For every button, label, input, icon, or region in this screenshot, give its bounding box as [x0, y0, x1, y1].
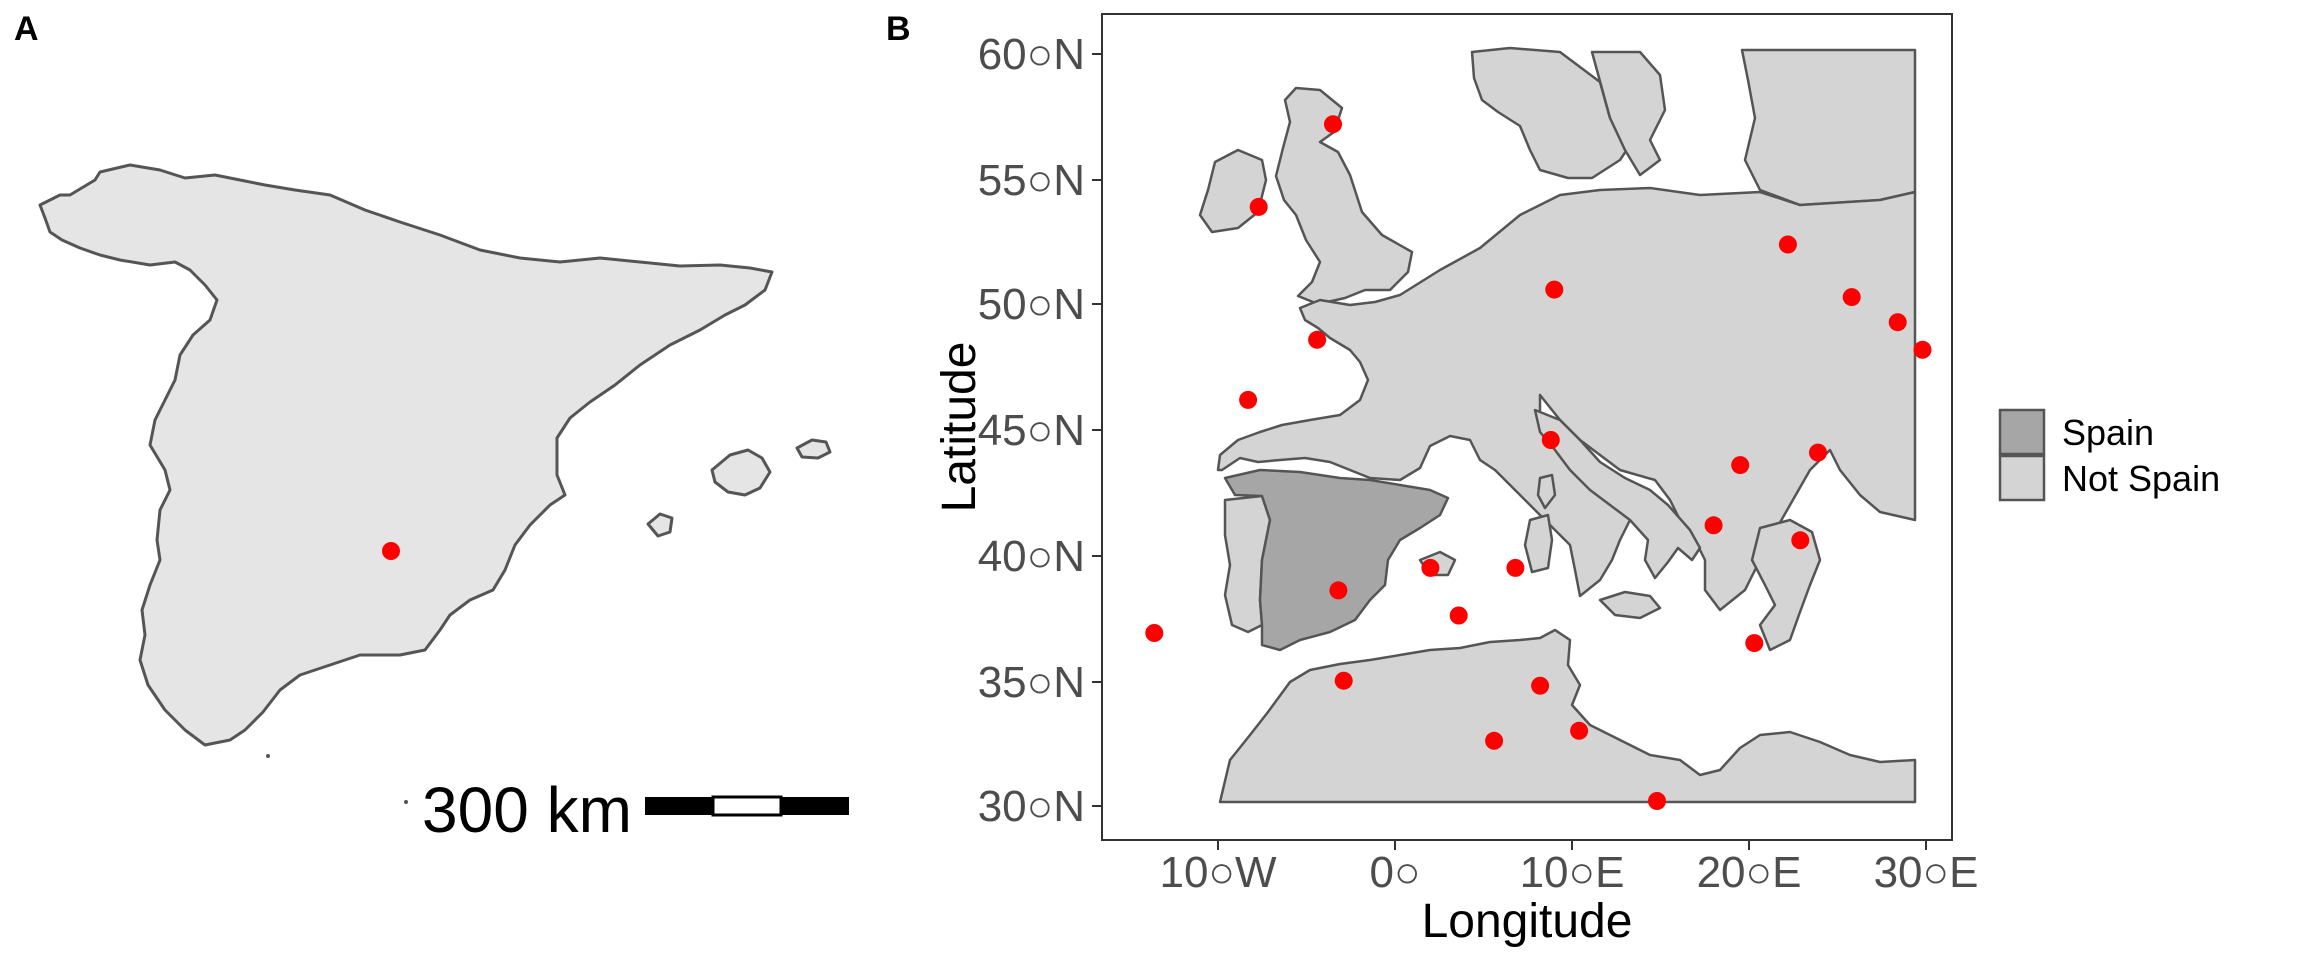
site-point — [1545, 280, 1564, 299]
sicily-outline — [1598, 590, 1662, 620]
islet-marker — [404, 800, 408, 804]
y-tick-label: 60○N — [978, 30, 1085, 79]
site-point — [1324, 115, 1342, 134]
y-tick-label: 55○N — [978, 156, 1085, 205]
site-point — [1249, 197, 1268, 216]
spain-outline — [1223, 468, 1450, 652]
site-point — [1570, 721, 1589, 740]
legend-key-not-spain — [1998, 454, 2046, 502]
y-tick-labels: 60○N 55○N 50○N 45○N 40○N 35○N 30○N — [978, 30, 1085, 831]
site-point — [1541, 431, 1560, 449]
panel-b-label: B — [886, 10, 911, 48]
site-point — [1506, 558, 1525, 577]
site-point — [1913, 340, 1932, 359]
ireland-outline — [1198, 148, 1268, 234]
scale-bar-label: 300 km — [422, 774, 632, 846]
greece-outline — [1750, 518, 1822, 652]
y-tick-label: 40○N — [978, 532, 1085, 581]
y-tick-label: 50○N — [978, 280, 1085, 329]
site-point — [1888, 313, 1907, 332]
x-tick-label: 30○E — [1874, 848, 1979, 897]
site-point — [1449, 606, 1468, 625]
site-point — [1308, 330, 1327, 349]
baltic-outline — [1740, 48, 1917, 207]
not-spain-land — [1198, 46, 1917, 804]
x-tick-label: 10○W — [1159, 848, 1277, 897]
north-africa-outline — [1218, 628, 1917, 804]
site-point — [1745, 634, 1764, 653]
continental-europe-outline — [1216, 186, 1917, 612]
ibiza-outline — [646, 512, 674, 538]
legend-key-spain — [1998, 408, 2046, 456]
site-point — [1145, 624, 1164, 642]
site-point — [1329, 581, 1348, 600]
sardinia-outline — [1523, 513, 1554, 574]
iberia-outline — [38, 163, 774, 747]
x-tick-label: 10○E — [1520, 848, 1625, 897]
menorca-outline — [795, 438, 832, 460]
y-tick-label: 45○N — [978, 406, 1085, 455]
great-britain-outline — [1274, 86, 1414, 306]
islet-marker — [266, 754, 270, 758]
site-point — [1809, 443, 1827, 462]
site-point — [1704, 516, 1723, 535]
site-point — [1778, 235, 1797, 254]
panel-a-label: A — [14, 10, 39, 48]
site-point — [1531, 676, 1550, 695]
sweden-outline — [1590, 50, 1667, 177]
legend-label-not-spain: Not Spain — [2062, 458, 2220, 499]
site-point — [1421, 558, 1440, 577]
x-axis-title: Longitude — [1422, 895, 1633, 948]
italy-outline — [1533, 408, 1702, 580]
site-point-madrid — [382, 542, 400, 560]
legend: Spain Not Spain — [1998, 408, 2220, 502]
axis-ticks — [1092, 53, 1927, 850]
site-point — [1842, 288, 1861, 307]
x-tick-label: 0○ — [1369, 848, 1420, 897]
x-tick-label: 20○E — [1697, 848, 1802, 897]
corsica-outline — [1536, 473, 1557, 510]
legend-label-spain: Spain — [2062, 412, 2154, 453]
site-points — [1145, 115, 1932, 810]
site-point — [1334, 671, 1353, 690]
site-point — [1731, 456, 1750, 475]
panel-b-map: 60○N 55○N 50○N 45○N 40○N 35○N 30○N 10○W … — [933, 13, 2220, 948]
mallorca-outline — [710, 448, 772, 497]
scandinavia-outline — [1470, 46, 1630, 180]
x-tick-labels: 10○W 0○ 10○E 20○E 30○E — [1159, 848, 1978, 897]
y-axis-title: Latitude — [933, 342, 986, 513]
site-point — [1791, 531, 1810, 550]
panel-a-map: 300 km — [38, 163, 849, 846]
site-point — [1648, 792, 1666, 810]
y-tick-label: 30○N — [978, 782, 1085, 831]
scale-bar — [645, 795, 849, 817]
site-point — [1239, 390, 1258, 409]
y-tick-label: 35○N — [978, 658, 1085, 707]
site-point — [1485, 731, 1504, 750]
